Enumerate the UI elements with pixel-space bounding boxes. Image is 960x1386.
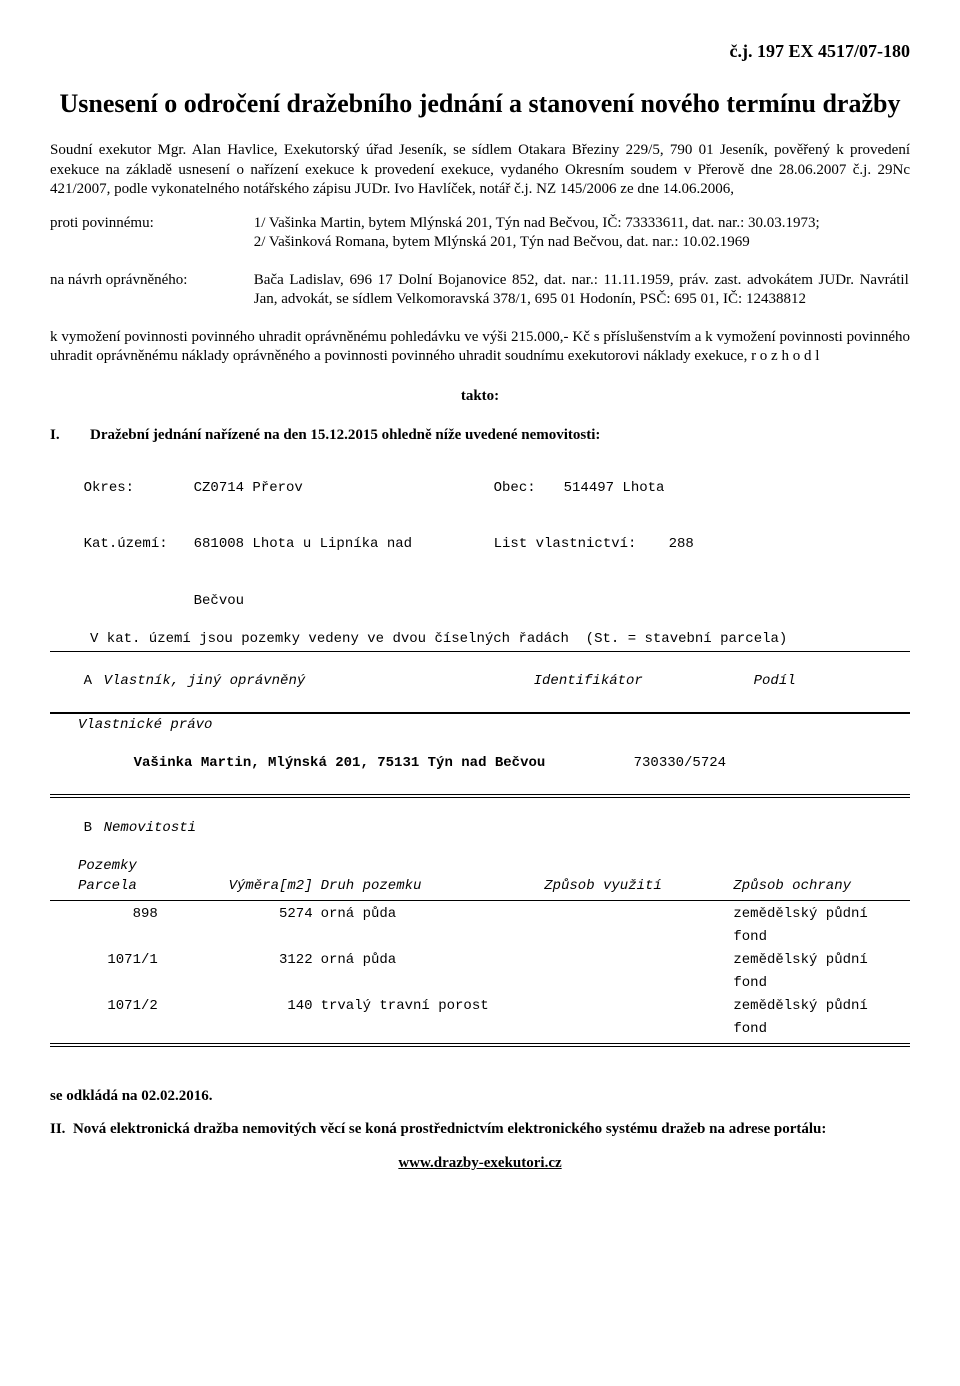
- vlastnicke-pravo: Vlastnické právo: [50, 716, 910, 735]
- parcels-table: Parcela Výměra[m2] Druh pozemku Způsob v…: [50, 875, 910, 1040]
- obec-value: 514497 Lhota: [564, 480, 665, 496]
- cell-ochrana: zemědělský půdní: [729, 903, 910, 926]
- section-b-label: Nemovitosti: [104, 820, 196, 836]
- cell-vymera: 140: [162, 995, 317, 1018]
- cell-parcela: 1071/1: [50, 949, 162, 972]
- cell-parcela: 1071/2: [50, 995, 162, 1018]
- plaintiff-label: na návrh oprávněného:: [50, 271, 250, 291]
- obec-label: Obec:: [494, 479, 564, 498]
- table-row: 1071/2140trvalý travní porost zemědělský …: [50, 995, 910, 1018]
- table-row: 1071/13122orná půda zemědělský půdní: [50, 949, 910, 972]
- postpone-text: se odkládá na 02.02.2016.: [50, 1087, 910, 1107]
- pozemky-label: Pozemky: [50, 857, 910, 876]
- ku-value: 681008 Lhota u Lipníka nad: [194, 535, 494, 554]
- hdr-druh: Druh pozemku: [317, 875, 541, 898]
- item-1-number: I.: [50, 426, 90, 446]
- plaintiff-value: Bača Ladislav, 696 17 Dolní Bojanovice 8…: [254, 271, 909, 310]
- claim-paragraph: k vymožení povinnosti povinného uhradit …: [50, 328, 910, 367]
- cadastral-extract: Okres:CZ0714 PřerovObec:514497 Lhota Kat…: [50, 460, 910, 1047]
- table-row: fond: [50, 1018, 910, 1041]
- defendant-label: proti povinnému:: [50, 214, 250, 234]
- owner-ident: 730330/5724: [634, 755, 726, 771]
- table-row: fond: [50, 926, 910, 949]
- cell-ochrana: zemědělský půdní: [729, 995, 910, 1018]
- hdr-ochrana: Způsob ochrany: [729, 875, 910, 898]
- okres-value: CZ0714 Přerov: [194, 479, 494, 498]
- hdr-podil: Podíl: [754, 673, 796, 689]
- section-a-label: Vlastník, jiný oprávněný: [104, 672, 534, 691]
- item-2-text: Nová elektronická dražba nemovitých věcí…: [73, 1121, 826, 1137]
- item-1-text: Dražební jednání nařízené na den 15.12.2…: [90, 426, 910, 446]
- lv-value: 288: [669, 536, 694, 552]
- hdr-parcela: Parcela: [50, 875, 162, 898]
- cell-ochrana-2: fond: [729, 972, 910, 995]
- ku-label: Kat.území:: [84, 535, 194, 554]
- hdr-identifikator: Identifikátor: [534, 672, 754, 691]
- defendant-block: proti povinnému: 1/ Vašinka Martin, byte…: [50, 214, 910, 253]
- cell-druh: orná půda: [317, 949, 541, 972]
- cell-parcela: 898: [50, 903, 162, 926]
- item-1: I. Dražební jednání nařízené na den 15.1…: [50, 426, 910, 446]
- table-row: fond: [50, 972, 910, 995]
- cell-ochrana-2: fond: [729, 1018, 910, 1041]
- okres-label: Okres:: [84, 479, 194, 498]
- lv-label: List vlastnictví:: [494, 535, 669, 554]
- hdr-vymera: Výměra[m2]: [162, 875, 317, 898]
- section-b: B: [84, 819, 104, 838]
- cell-druh: orná půda: [317, 903, 541, 926]
- item-2-number: II.: [50, 1121, 65, 1137]
- cell-vyuziti: [540, 903, 729, 926]
- plaintiff-block: na návrh oprávněného: Bača Ladislav, 696…: [50, 271, 910, 310]
- section-a: A: [84, 672, 104, 691]
- cell-vyuziti: [540, 949, 729, 972]
- intro-paragraph: Soudní exekutor Mgr. Alan Havlice, Exeku…: [50, 141, 910, 200]
- hdr-vyuziti: Způsob využití: [540, 875, 729, 898]
- takto-heading: takto:: [50, 387, 910, 407]
- page-title: Usnesení o odročení dražebního jednání a…: [50, 87, 910, 121]
- cell-vyuziti: [540, 995, 729, 1018]
- cad-sentence: V kat. území jsou pozemky vedeny ve dvou…: [50, 630, 910, 649]
- item-2: II. Nová elektronická dražba nemovitých …: [50, 1120, 910, 1140]
- cell-vymera: 5274: [162, 903, 317, 926]
- defendant-value: 1/ Vašinka Martin, bytem Mlýnská 201, Tý…: [254, 214, 909, 253]
- cell-ochrana-2: fond: [729, 926, 910, 949]
- owner-name: Vašinka Martin, Mlýnská 201, 75131 Týn n…: [134, 754, 634, 773]
- case-number: č.j. 197 EX 4517/07-180: [50, 40, 910, 63]
- ku-value-2: Bečvou: [194, 593, 244, 609]
- portal-url[interactable]: www.drazby-exekutori.cz: [50, 1154, 910, 1174]
- cell-ochrana: zemědělský půdní: [729, 949, 910, 972]
- table-row: 8985274orná půda zemědělský půdní: [50, 903, 910, 926]
- cell-vymera: 3122: [162, 949, 317, 972]
- cell-druh: trvalý travní porost: [317, 995, 541, 1018]
